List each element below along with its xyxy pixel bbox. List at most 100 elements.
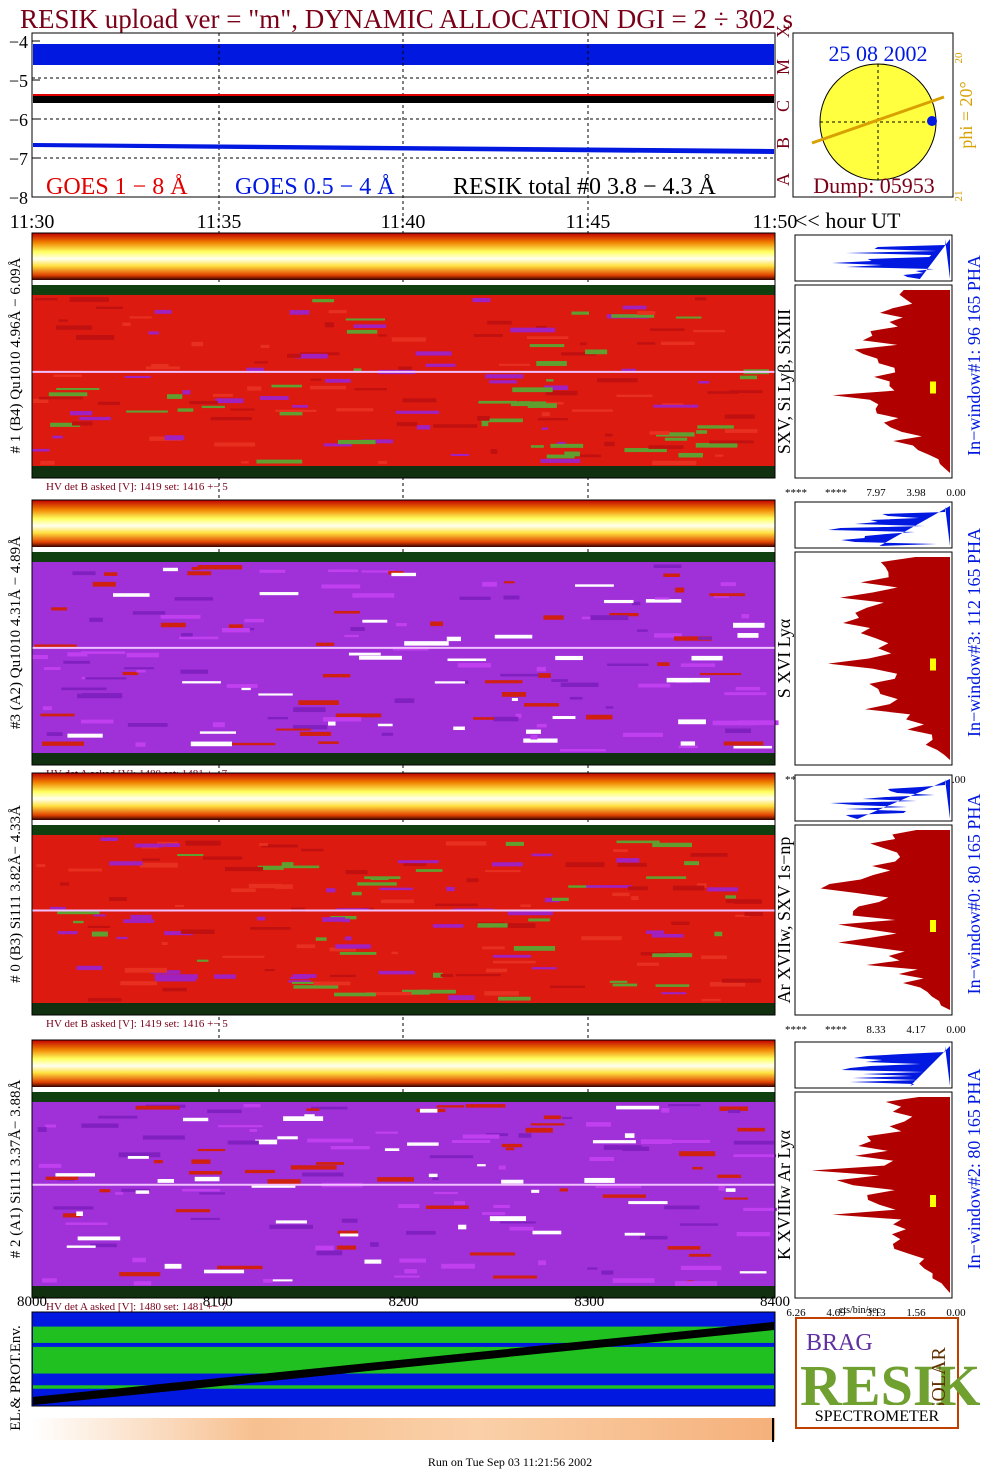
texture — [121, 1188, 151, 1192]
texture — [57, 931, 78, 935]
texture — [503, 595, 520, 600]
texture — [666, 1139, 711, 1143]
texture — [81, 1123, 119, 1128]
texture — [612, 983, 638, 987]
texture — [164, 1263, 182, 1269]
texture — [76, 334, 115, 340]
line-label: SXV, Si Lyβ, SiXIII — [774, 309, 794, 454]
texture — [645, 930, 664, 934]
texture — [40, 713, 75, 717]
pha-tick-label: 3.13 — [866, 1307, 886, 1319]
texture — [306, 1108, 320, 1111]
texture — [328, 721, 336, 726]
texture — [661, 1108, 670, 1113]
texture — [38, 396, 83, 400]
texture — [329, 947, 356, 952]
env-stripe — [33, 1332, 774, 1343]
texture — [674, 636, 712, 641]
texture — [321, 584, 361, 589]
texture — [243, 1104, 261, 1108]
texture — [292, 974, 317, 978]
texture — [181, 633, 193, 638]
env-stripe — [33, 1363, 774, 1374]
pha-small — [841, 1046, 950, 1086]
texture — [289, 310, 310, 315]
texture — [527, 336, 569, 339]
texture — [259, 396, 289, 400]
texture — [531, 853, 553, 857]
texture — [109, 861, 143, 866]
texture — [445, 841, 487, 846]
texture — [290, 1165, 337, 1170]
texture — [334, 610, 361, 614]
texture — [316, 1250, 343, 1256]
footer: Run on Tue Sep 03 11:21:56 2002 — [428, 1455, 592, 1469]
texture — [612, 1278, 655, 1283]
texture — [247, 386, 262, 391]
panel-label: # 2 (A1) Si111 3.37Å− 3.88Å — [8, 1080, 24, 1259]
texture — [490, 449, 498, 454]
texture — [307, 1138, 354, 1143]
pha-tick-label: 4.69 — [826, 1307, 846, 1319]
texture — [160, 614, 201, 619]
texture — [37, 1127, 47, 1132]
texture — [664, 1205, 700, 1210]
spectrum-main — [32, 1092, 775, 1298]
window-label: In−window#3: 112 165 PHA — [964, 528, 984, 737]
texture — [721, 978, 761, 983]
texture — [430, 621, 444, 627]
texture — [135, 1190, 150, 1194]
texture — [295, 353, 328, 359]
texture — [49, 906, 66, 910]
texture — [550, 985, 585, 988]
sun-position — [927, 116, 937, 126]
texture — [498, 1165, 506, 1170]
texture — [388, 570, 404, 575]
texture — [339, 951, 377, 955]
texture — [77, 1236, 121, 1241]
texture — [440, 974, 453, 977]
texture — [87, 925, 111, 928]
pha-large — [820, 830, 950, 1010]
texture — [231, 888, 256, 893]
texture — [616, 840, 660, 844]
texture — [381, 732, 393, 736]
texture — [361, 570, 395, 573]
texture — [652, 460, 697, 466]
texture — [142, 858, 160, 861]
texture — [177, 408, 194, 412]
texture — [403, 862, 427, 867]
texture — [454, 1201, 466, 1205]
texture — [104, 572, 118, 576]
texture — [425, 363, 456, 367]
texture — [489, 380, 518, 384]
texture — [164, 843, 181, 848]
texture — [379, 887, 413, 891]
texture — [419, 989, 456, 994]
texture — [501, 1143, 523, 1148]
spectrum-frame — [31, 499, 776, 766]
texture — [674, 1281, 718, 1286]
texture — [477, 923, 508, 928]
texture — [52, 435, 63, 439]
texture — [735, 914, 750, 917]
texture — [32, 448, 50, 452]
texture — [279, 411, 303, 416]
texture — [46, 732, 63, 736]
texture — [161, 942, 168, 946]
pha-tick-label: 0.00 — [946, 1024, 966, 1036]
texture — [222, 955, 265, 958]
texture — [298, 700, 339, 705]
texture — [492, 960, 536, 964]
texture — [505, 1147, 515, 1151]
texture — [695, 297, 707, 301]
pha-small — [830, 779, 950, 819]
texture — [244, 1169, 275, 1174]
date: 25 08 2002 — [829, 41, 928, 66]
texture — [526, 729, 541, 734]
texture — [210, 417, 253, 421]
texture — [498, 363, 531, 366]
texture — [725, 895, 737, 899]
pha-small-frame — [794, 774, 953, 822]
